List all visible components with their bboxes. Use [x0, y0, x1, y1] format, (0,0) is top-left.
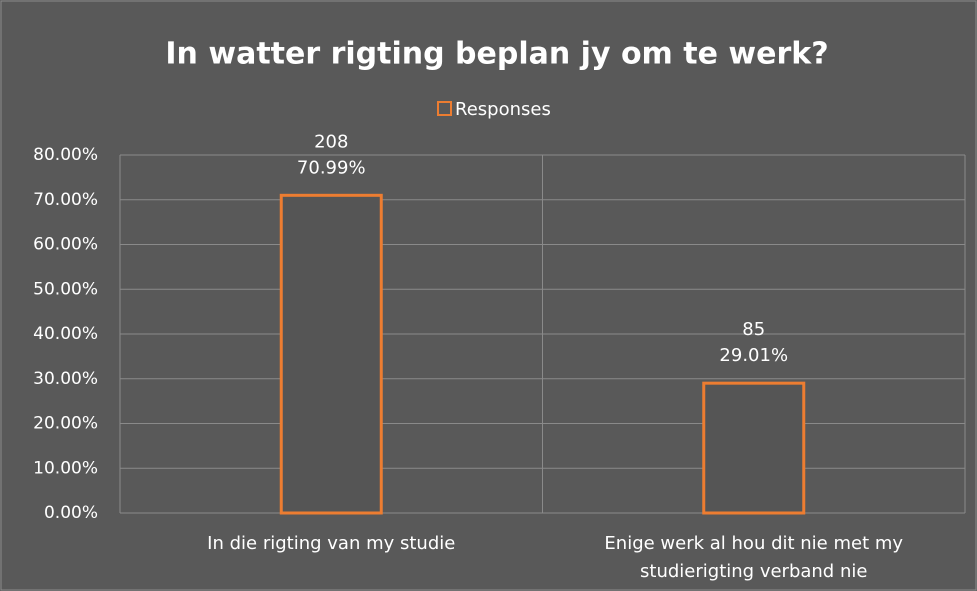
y-tick-label: 30.00% [33, 369, 98, 389]
data-label-count: 208 [314, 131, 348, 152]
y-tick-label: 40.00% [33, 324, 98, 344]
data-label-count: 85 [742, 319, 765, 340]
legend-label: Responses [455, 99, 551, 120]
y-tick-label: 70.00% [33, 190, 98, 210]
legend-swatch [437, 101, 452, 116]
bar [702, 381, 806, 515]
data-label: 70.99% [297, 157, 366, 178]
y-tick-label: 20.00% [33, 414, 98, 434]
y-tick-label: 80.00% [33, 145, 98, 165]
x-tick-label: In die rigting van my studie [207, 533, 456, 554]
y-tick-label: 10.00% [33, 458, 98, 478]
data-label: 29.01% [719, 345, 788, 366]
y-tick-label: 50.00% [33, 279, 98, 299]
y-tick-label: 0.00% [44, 503, 98, 523]
y-tick-label: 60.00% [33, 235, 98, 255]
bar [279, 193, 383, 515]
chart-title: In watter rigting beplan jy om te werk? [165, 37, 828, 72]
x-tick-label: Enige werk al hou dit nie met my studier… [604, 533, 904, 582]
